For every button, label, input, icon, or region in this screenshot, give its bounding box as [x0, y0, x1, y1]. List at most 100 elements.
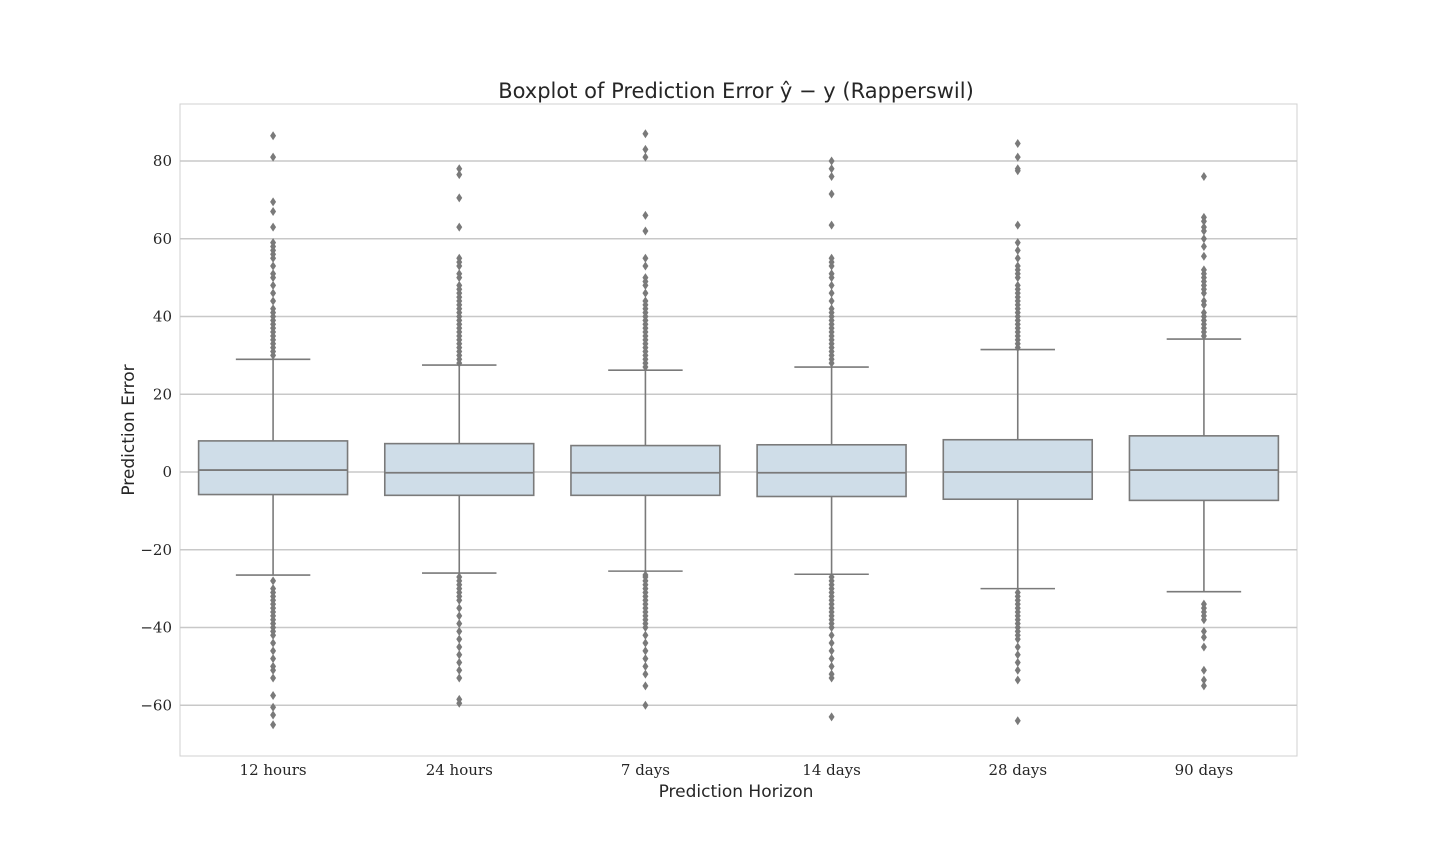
outlier-point: [828, 164, 835, 174]
outlier-point: [456, 619, 463, 629]
outlier-point: [270, 131, 277, 141]
outlier-point: [270, 576, 277, 586]
outlier-point: [1200, 626, 1207, 636]
outlier-point: [828, 623, 835, 632]
y-axis-label: Prediction Error: [119, 364, 139, 495]
outlier-point: [642, 129, 649, 139]
x-tick-label: 14 days: [802, 761, 861, 779]
outlier-point: [1200, 242, 1207, 252]
outlier-point: [1200, 632, 1207, 642]
outlier-point: [456, 611, 463, 621]
box-6: [1128, 172, 1280, 691]
outlier-point: [1200, 265, 1207, 275]
outlier-point: [1014, 164, 1021, 174]
outlier-point: [1200, 234, 1207, 244]
outlier-point: [456, 665, 463, 675]
outlier-point: [270, 654, 277, 664]
outlier-point: [828, 673, 835, 683]
iqr-box: [383, 442, 535, 497]
outlier-point: [270, 197, 277, 207]
box-4: [756, 156, 907, 722]
outlier-point: [1014, 152, 1021, 162]
x-axis-label: Prediction Horizon: [659, 782, 814, 802]
iqr-box: [1128, 435, 1280, 502]
outlier-point: [270, 296, 277, 306]
x-tick-label: 12 hours: [240, 761, 307, 779]
outlier-point: [1014, 642, 1021, 652]
outlier-point: [270, 673, 277, 683]
outlier-point: [270, 304, 277, 314]
x-tick-label: 90 days: [1175, 761, 1234, 779]
outlier-point: [828, 712, 835, 722]
outlier-point: [1014, 253, 1021, 263]
y-tick-label: −60: [140, 696, 172, 714]
box-2: [383, 164, 535, 708]
outlier-point: [828, 253, 835, 263]
outlier-point: [642, 681, 649, 691]
outlier-point: [270, 691, 277, 701]
iqr-box: [197, 440, 349, 496]
outlier-point: [1200, 615, 1207, 625]
outlier-point: [270, 646, 277, 656]
outlier-point: [270, 710, 277, 720]
outlier-point: [270, 222, 277, 232]
box-5: [942, 139, 1094, 726]
outlier-point: [1014, 675, 1021, 685]
outlier-point: [828, 269, 835, 279]
outlier-point: [1014, 650, 1021, 660]
boxes-group: [197, 129, 1280, 730]
outlier-point: [456, 222, 463, 232]
outlier-point: [642, 226, 649, 236]
iqr-box: [942, 438, 1094, 501]
outlier-point: [1014, 665, 1021, 675]
outlier-point: [642, 288, 649, 298]
outlier-point: [828, 296, 835, 306]
y-tick-label: 80: [153, 152, 172, 170]
outlier-point: [270, 152, 277, 162]
outlier-point: [642, 646, 649, 656]
outlier-point: [642, 296, 649, 306]
outlier-point: [828, 220, 835, 230]
outlier-point: [1014, 139, 1021, 149]
outlier-point: [456, 603, 463, 613]
x-tick-label: 24 hours: [426, 761, 493, 779]
y-tick-label: 60: [153, 230, 172, 248]
outlier-point: [642, 152, 649, 162]
outlier-point: [642, 700, 649, 710]
outlier-point: [642, 661, 649, 671]
outlier-point: [1200, 665, 1207, 675]
outlier-point: [456, 164, 463, 174]
outlier-point: [828, 661, 835, 671]
y-tick-label: 40: [153, 308, 172, 326]
outlier-point: [456, 253, 463, 263]
iqr-box: [756, 443, 907, 498]
outlier-point: [828, 156, 835, 166]
outlier-point: [270, 269, 277, 279]
outlier-point: [828, 288, 835, 298]
outlier-point: [1014, 280, 1021, 290]
outlier-point: [456, 634, 463, 644]
outlier-point: [456, 626, 463, 636]
outlier-point: [1014, 657, 1021, 667]
outlier-point: [828, 630, 835, 640]
outlier-point: [456, 642, 463, 652]
outlier-point: [270, 720, 277, 730]
y-tick-label: 0: [162, 463, 172, 481]
outlier-point: [270, 638, 277, 648]
outlier-point: [642, 669, 649, 679]
outlier-point: [270, 280, 277, 290]
outlier-point: [1200, 308, 1207, 318]
outlier-point: [642, 261, 649, 271]
outlier-point: [1014, 220, 1021, 230]
plot-area: [179, 103, 1298, 757]
iqr-box: [570, 444, 721, 497]
outlier-point: [828, 172, 835, 182]
outlier-point: [642, 253, 649, 263]
outlier-point: [642, 630, 649, 640]
x-tick-label: 7 days: [621, 761, 670, 779]
outlier-point: [828, 646, 835, 656]
outlier-point: [642, 273, 649, 283]
y-tick-label: 20: [153, 385, 172, 403]
outlier-point: [270, 261, 277, 271]
outlier-point: [270, 702, 277, 712]
